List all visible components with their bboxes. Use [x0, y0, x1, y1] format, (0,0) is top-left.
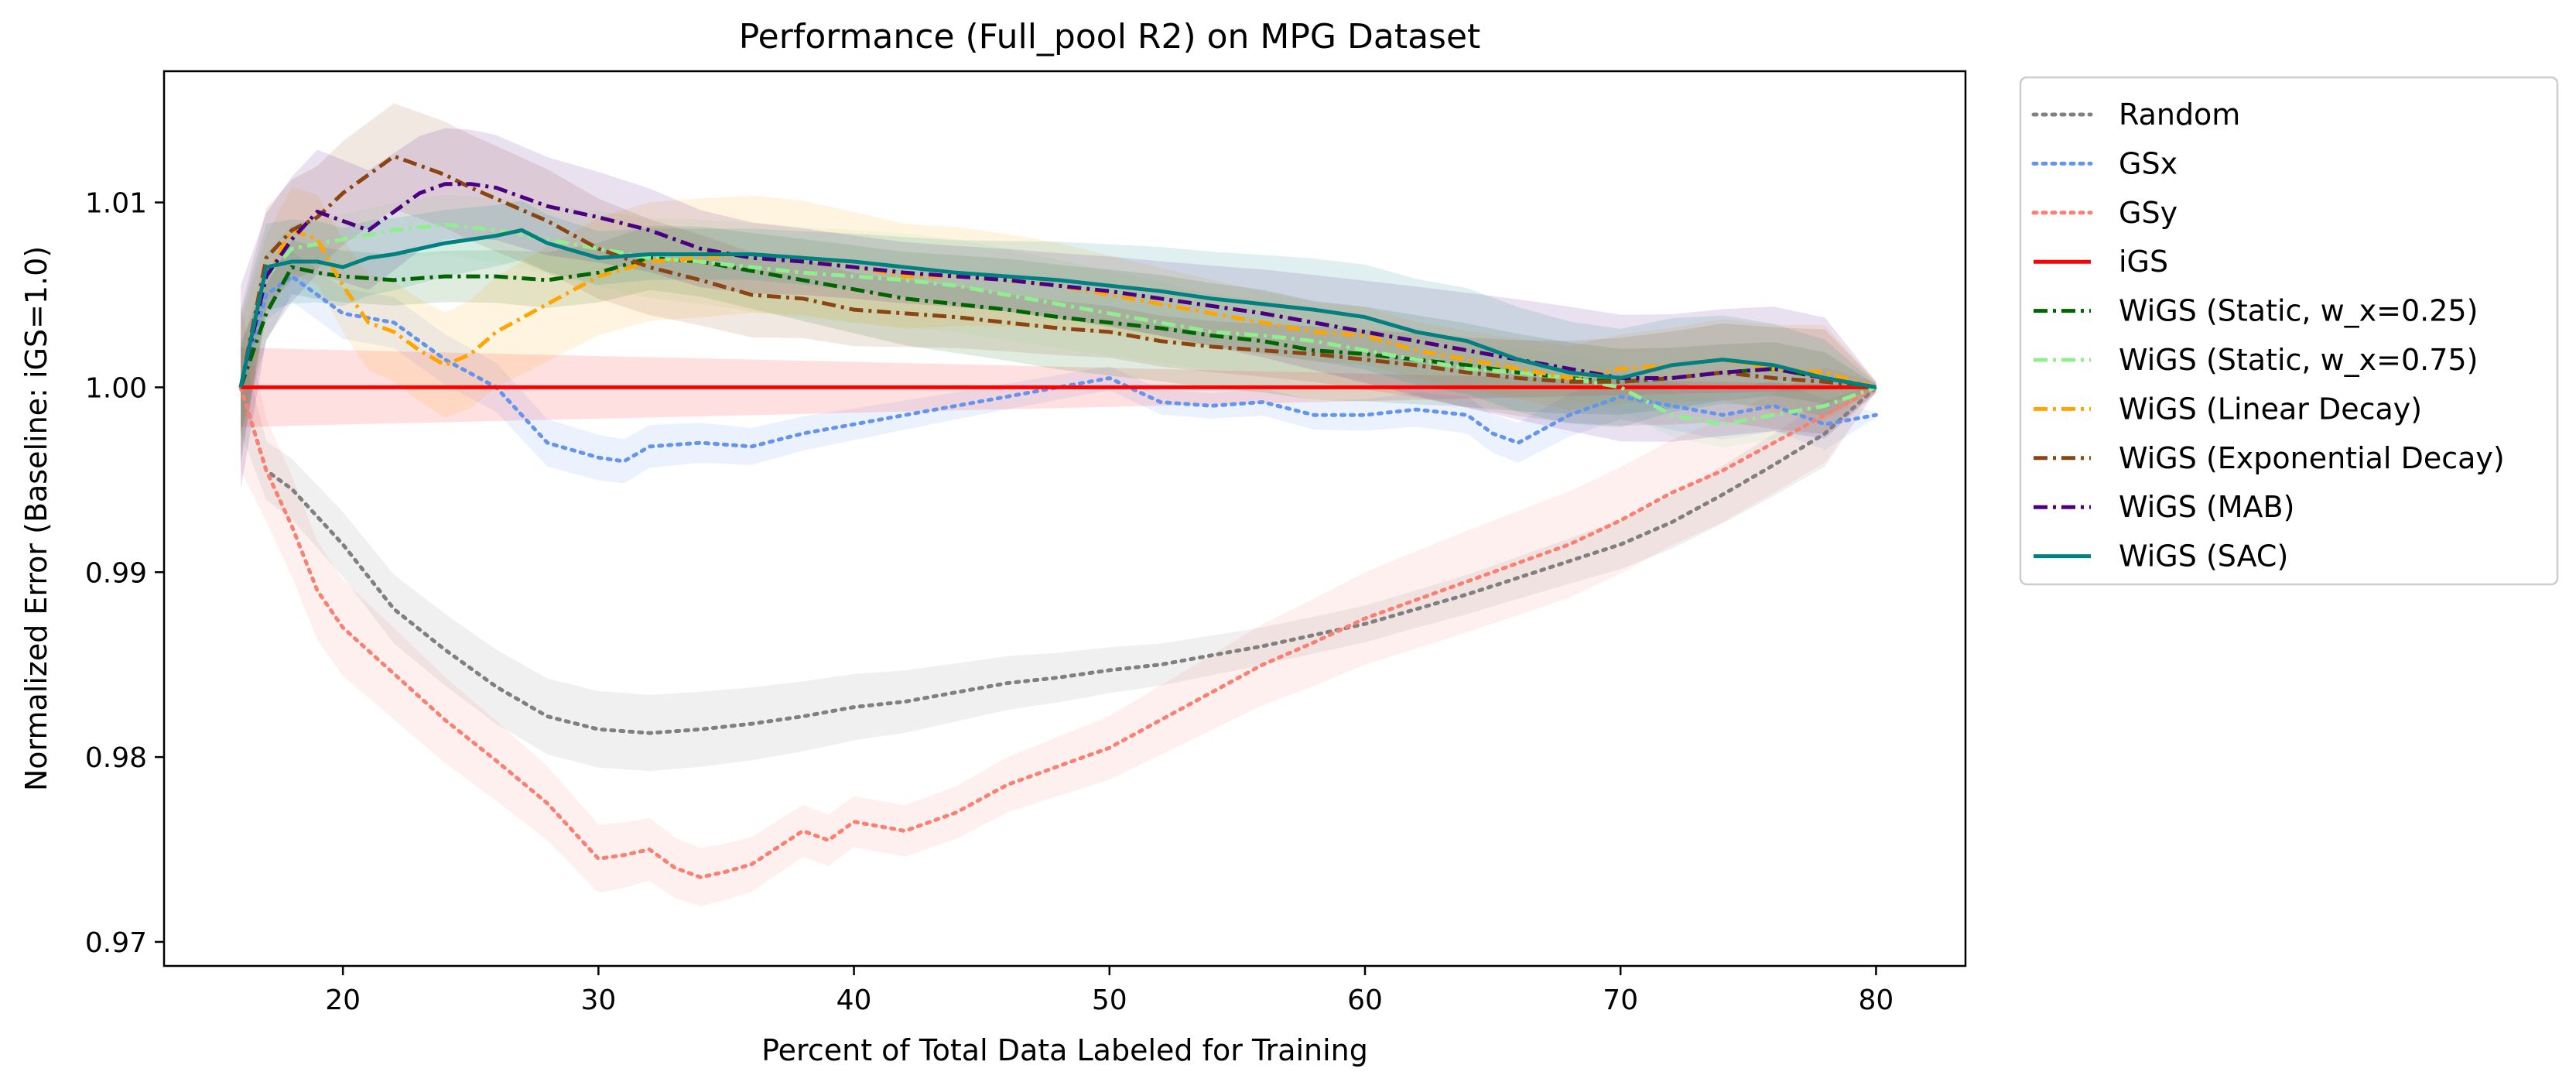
x-tick-label: 60 [1347, 985, 1383, 1016]
plot-area-frame [162, 70, 1967, 967]
band-wigs-mab [241, 128, 1876, 489]
legend-label-gsy: GSy [2119, 196, 2177, 230]
series-line-wigs-sac [238, 228, 1876, 389]
x-tick-label: 80 [1859, 985, 1894, 1016]
y-tick-label: 1.00 [85, 372, 147, 404]
series-line-wigs-mab [238, 182, 1876, 389]
x-axis-label: Percent of Total Data Labeled for Traini… [761, 1033, 1368, 1067]
series-line-wigs-exponential-decay [238, 154, 1876, 389]
y-tick-label: 0.98 [85, 742, 147, 774]
legend-label-igs: iGS [2119, 245, 2168, 279]
band-wigs-static-w-x-0-25 [241, 225, 1876, 433]
y-tick-label: 0.99 [85, 557, 147, 589]
legend-label-wigs-mab: WiGS (MAB) [2119, 490, 2294, 524]
legend-frame [2019, 76, 2559, 586]
x-tick-label: 30 [580, 985, 616, 1016]
x-tick-label: 50 [1092, 985, 1127, 1016]
series-line-gsx [238, 274, 1878, 464]
x-tick-label: 70 [1603, 985, 1638, 1016]
x-axis: 20 30 40 50 60 70 80 [325, 966, 1894, 1016]
legend: Random GSx GSy iGS WiGS (Static, w_x=0.25) Wi… [2019, 76, 2559, 586]
band-wigs-sac [241, 200, 1876, 460]
legend-label-wigs-exponential-decay: WiGS (Exponential Decay) [2119, 441, 2505, 475]
y-axis: 0.97 0.98 0.99 1.00 1.01 [85, 188, 164, 959]
band-gsx [241, 251, 1876, 484]
legend-label-random: Random [2119, 98, 2240, 132]
band-gsy [241, 304, 1876, 906]
legend-label-wigs-sac: WiGS (SAC) [2119, 539, 2288, 574]
band-random [241, 342, 1876, 772]
legend-label-wigs-static-w-x-0-75: WiGS (Static, w_x=0.75) [2119, 343, 2478, 377]
y-axis-label: Normalized Error (Baseline: iGS=1.0) [19, 246, 53, 791]
series-line-random [238, 385, 1878, 735]
legend-label-wigs-static-w-x-0-25: WiGS (Static, w_x=0.25) [2119, 294, 2478, 328]
series-lines [238, 154, 1878, 879]
x-tick-label: 40 [836, 985, 872, 1016]
y-tick-label: 0.97 [85, 927, 147, 959]
y-tick-label: 1.01 [85, 188, 147, 220]
series-line-wigs-static-w-x-0-75 [238, 222, 1877, 426]
chart-title: Performance (Full_pool R2) on MPG Datase… [739, 17, 1481, 57]
x-tick-label: 20 [325, 985, 361, 1016]
legend-label-wigs-linear-decay: WiGS (Linear Decay) [2119, 392, 2422, 426]
legend-label-gsx: GSx [2119, 146, 2177, 180]
